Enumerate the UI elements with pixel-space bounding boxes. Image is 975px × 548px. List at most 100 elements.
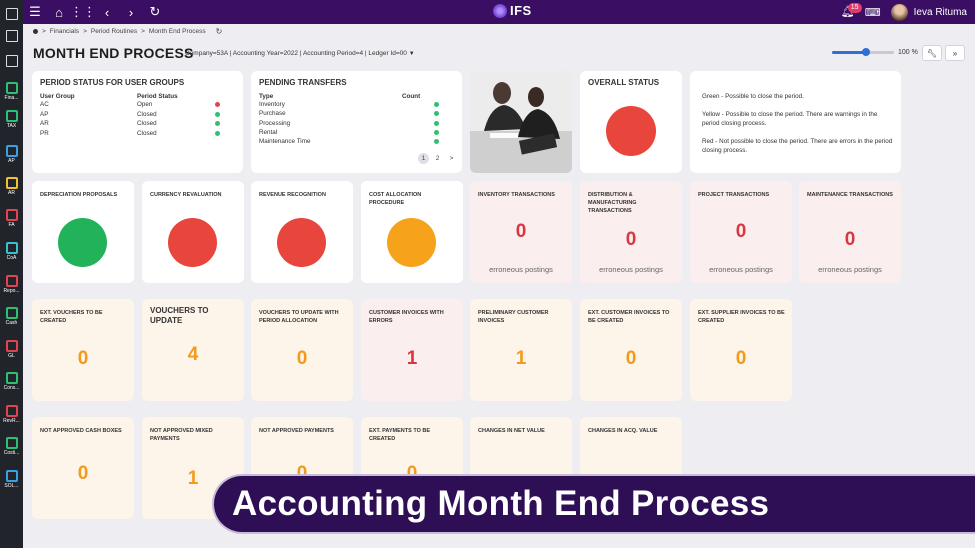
tax-icon <box>5 110 18 122</box>
project-transactions-card[interactable]: PROJECT TRANSACTIONS 0 erroneous postings <box>690 181 792 283</box>
page-1[interactable]: 1 <box>418 153 429 164</box>
expand-panel-button[interactable]: » <box>945 45 965 61</box>
card-title: DISTRIBUTION & MANUFACTURING TRANSACTION… <box>588 192 637 214</box>
overall-status-title: OVERALL STATUS <box>588 78 660 87</box>
card-title: CHANGES IN NET VALUE <box>478 428 545 434</box>
sidebar-item-sol[interactable]: SOL... <box>0 470 23 489</box>
sidebar-item-label: CoA <box>6 255 17 261</box>
page-2[interactable]: 2 <box>435 155 440 162</box>
forward-icon[interactable]: › <box>128 4 134 20</box>
sidebar-item-label: AP <box>8 158 15 164</box>
table-row: AR Closed <box>40 120 235 129</box>
status-dot-icon <box>434 129 439 135</box>
breadcrumb-item-financials[interactable]: Financials <box>49 28 80 35</box>
context-selector[interactable]: Company=53A | Accounting Year=2022 | Acc… <box>185 50 415 57</box>
fa-icon <box>5 209 18 221</box>
distribution-manufacturing-transactions-card[interactable]: DISTRIBUTION & MANUFACTURING TRANSACTION… <box>580 181 682 283</box>
sidebar-item-cash[interactable]: Cash <box>0 307 23 326</box>
not-approved-cash-boxes-card[interactable]: NOT APPROVED CASH BOXES 0 <box>32 417 134 519</box>
sidebar-item-tax[interactable]: TAX <box>0 110 23 129</box>
ext-customer-invoices-to-be-created-card[interactable]: EXT. CUSTOMER INVOICES TO BE CREATED 0 <box>580 299 682 401</box>
sidebar-item-revr[interactable]: RevR... <box>0 405 23 424</box>
depreciation-proposals-card[interactable]: DEPRECIATION PROPOSALS <box>32 181 134 283</box>
card-title: CUSTOMER INVOICES WITH ERRORS <box>369 310 444 324</box>
refresh-icon[interactable]: ↻ <box>149 4 161 19</box>
avatar[interactable] <box>890 3 908 21</box>
sidebar-item-pen[interactable] <box>0 55 23 68</box>
keyboard-icon[interactable]: ⌨ <box>864 6 881 19</box>
user-name[interactable]: Ieva Rituma <box>913 6 967 18</box>
ext-vouchers-to-be-created-card[interactable]: EXT. VOUCHERS TO BE CREATED 0 <box>32 299 134 401</box>
notification-count: 15 <box>847 3 862 13</box>
col-user-group: User Group <box>40 93 75 100</box>
sidebar-item-expand[interactable] <box>0 8 23 21</box>
period-status-title: PERIOD STATUS FOR USER GROUPS <box>40 78 185 87</box>
zoom-label: 100 % <box>898 49 918 56</box>
status-dot-icon <box>215 102 220 107</box>
sidebar-item-cons[interactable]: Cons... <box>0 372 23 391</box>
home-dot-icon[interactable] <box>33 29 38 34</box>
context-text: Company=53A | Accounting Year=2022 | Acc… <box>185 50 407 57</box>
apps-grid-icon[interactable]: ⋮⋮ <box>70 4 96 19</box>
wrench-icon: 🔧︎ <box>926 48 938 58</box>
status-dot-icon <box>434 102 439 107</box>
transfer-type-cell: Purchase <box>259 110 286 118</box>
status-dot-icon <box>215 130 220 136</box>
status-dot-icon <box>215 111 220 117</box>
user-area: 🔔︎ 15 ⌨ Ieva Rituma <box>841 0 975 24</box>
sidebar-item-ar[interactable]: AR <box>0 177 23 196</box>
inventory-transactions-card[interactable]: INVENTORY TRANSACTIONS 0 erroneous posting… <box>470 181 572 283</box>
transfer-type-cell: Inventory <box>259 101 285 108</box>
sidebar-item-ap[interactable]: AP <box>0 145 23 164</box>
next-page[interactable]: > <box>449 155 454 162</box>
sidebar-item-label: GL <box>8 353 15 359</box>
period-status-cell: Closed <box>137 110 157 118</box>
card-title: NOT APPROVED PAYMENTS <box>259 428 334 434</box>
notifications-button[interactable]: 🔔︎ 15 <box>841 3 862 19</box>
status-dot-icon <box>434 111 439 117</box>
currency-revaluation-card[interactable]: CURRENCY REVALUATION <box>142 181 244 283</box>
zoom-slider-thumb[interactable] <box>862 48 871 56</box>
sidebar-item-fina[interactable]: Fina... <box>0 82 23 101</box>
finance-icon <box>5 82 18 94</box>
pager: 1 2 > <box>418 153 457 164</box>
revenue-recognition-card[interactable]: REVENUE RECOGNITION <box>251 181 353 283</box>
sidebar-item-gl[interactable]: GL <box>0 340 23 359</box>
breadcrumb: > Financials > Period Routines > Month E… <box>33 27 222 36</box>
wrench-button[interactable]: 🔧︎ <box>922 45 942 61</box>
refresh-icon[interactable]: ↻ <box>215 27 223 36</box>
sidebar-item-label: Cash <box>5 320 18 326</box>
card-title: COST ALLOCATION PROCEDURE <box>369 192 422 206</box>
sidebar-item-bookmark[interactable] <box>0 30 23 43</box>
office-photo <box>470 71 572 173</box>
zoom-slider[interactable] <box>832 48 894 56</box>
count-value: 1 <box>406 348 418 369</box>
sidebar-item-label: TAX <box>6 123 17 129</box>
breadcrumb-item-period-routines[interactable]: Period Routines <box>90 28 138 35</box>
preliminary-customer-invoices-card[interactable]: PRELIMINARY CUSTOMER INVOICES 1 <box>470 299 572 401</box>
vouchers-to-update-card[interactable]: VOUCHERS TO UPDATE 4 <box>142 299 244 401</box>
customer-invoices-with-errors-card[interactable]: CUSTOMER INVOICES WITH ERRORS 1 <box>361 299 463 401</box>
cost-allocation-procedure-card[interactable]: COST ALLOCATION PROCEDURE <box>361 181 463 283</box>
back-icon[interactable]: ‹ <box>104 4 110 20</box>
ifs-logo-icon <box>493 3 507 18</box>
sidebar-item-coa[interactable]: CoA <box>0 242 23 261</box>
ext-supplier-invoices-to-be-created-card[interactable]: EXT. SUPPLIER INVOICES TO BE CREATED 0 <box>690 299 792 401</box>
home-icon[interactable]: ⌂ <box>55 4 63 20</box>
period-status-cell: Closed <box>137 129 157 137</box>
card-title: PRELIMINARY CUSTOMER INVOICES <box>478 310 549 324</box>
vouchers-to-update-with-period-allocation-card[interactable]: VOUCHERS TO UPDATE WITH PERIOD ALLOCATIO… <box>251 299 353 401</box>
count-value: 1 <box>187 468 199 489</box>
status-indicator <box>168 218 217 267</box>
zoom-control: 100 % <box>832 48 918 56</box>
sidebar-item-repo[interactable]: Repo... <box>0 275 23 294</box>
banner-text: Accounting Month End Process <box>232 484 770 523</box>
sidebar-item-fa[interactable]: FA <box>0 209 23 228</box>
period-status-table: User Group Period Status AC Open AP Closed A… <box>40 93 235 163</box>
sidebar-item-costi[interactable]: Costi... <box>0 437 23 456</box>
menu-icon[interactable]: ☰ <box>29 4 41 19</box>
table-row: AC Open <box>40 101 235 110</box>
col-type: Type <box>259 93 274 100</box>
top-bar: ☰ ⌂ ⋮⋮ ‹ › ↻ IFS 🔔︎ 15 ⌨ Ieva Rituma <box>23 0 975 24</box>
maintenance-transactions-card[interactable]: MAINTENANCE TRANSACTIONS 0 erroneous posti… <box>799 181 901 283</box>
